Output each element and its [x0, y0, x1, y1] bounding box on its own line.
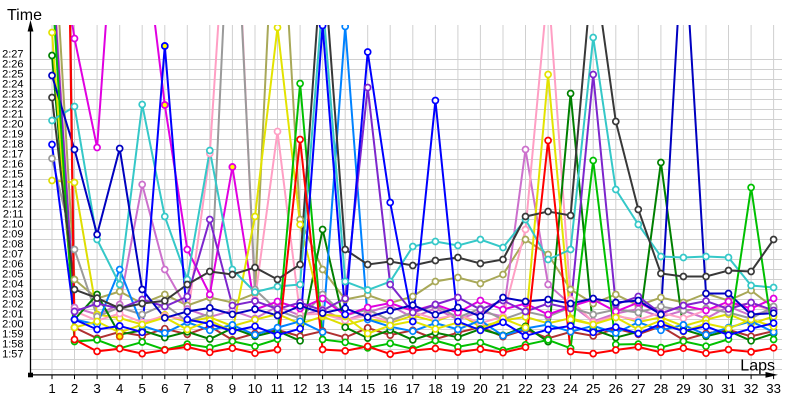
svg-text:33: 33: [766, 381, 781, 396]
svg-text:Time: Time: [7, 7, 42, 24]
svg-text:2:25: 2:25: [2, 69, 23, 81]
svg-text:7: 7: [184, 381, 191, 396]
svg-text:2:14: 2:14: [2, 179, 23, 191]
svg-text:4: 4: [116, 381, 123, 396]
svg-text:2:26: 2:26: [2, 59, 23, 71]
svg-text:2:04: 2:04: [2, 279, 23, 291]
svg-text:32: 32: [744, 381, 759, 396]
svg-text:2:16: 2:16: [2, 159, 23, 171]
svg-text:2:12: 2:12: [2, 199, 23, 211]
svg-text:2:27: 2:27: [2, 49, 23, 61]
svg-text:28: 28: [654, 381, 669, 396]
svg-text:2:05: 2:05: [2, 269, 23, 281]
svg-text:2:21: 2:21: [2, 109, 23, 121]
svg-text:2:09: 2:09: [2, 229, 23, 241]
svg-text:2:08: 2:08: [2, 239, 23, 251]
svg-text:18: 18: [428, 381, 443, 396]
svg-text:10: 10: [248, 381, 263, 396]
svg-text:15: 15: [360, 381, 375, 396]
svg-text:2:19: 2:19: [2, 129, 23, 141]
svg-text:9: 9: [229, 381, 236, 396]
svg-text:2:00: 2:00: [2, 319, 23, 331]
svg-text:25: 25: [586, 381, 601, 396]
svg-text:23: 23: [541, 381, 556, 396]
svg-text:2:03: 2:03: [2, 289, 23, 301]
svg-text:2:20: 2:20: [2, 119, 23, 131]
svg-text:12: 12: [293, 381, 308, 396]
svg-text:19: 19: [451, 381, 466, 396]
svg-text:5: 5: [139, 381, 146, 396]
svg-text:2:13: 2:13: [2, 189, 23, 201]
svg-text:14: 14: [338, 381, 353, 396]
svg-text:2:18: 2:18: [2, 139, 23, 151]
svg-text:2:10: 2:10: [2, 219, 23, 231]
svg-text:27: 27: [631, 381, 646, 396]
svg-text:1: 1: [48, 381, 55, 396]
svg-text:Laps: Laps: [740, 358, 775, 375]
svg-text:21: 21: [496, 381, 511, 396]
svg-text:2:24: 2:24: [2, 79, 23, 91]
svg-text:2:02: 2:02: [2, 299, 23, 311]
svg-text:2:06: 2:06: [2, 259, 23, 271]
svg-text:29: 29: [676, 381, 691, 396]
svg-text:20: 20: [473, 381, 488, 396]
svg-text:1:57: 1:57: [2, 349, 23, 361]
svg-text:26: 26: [608, 381, 623, 396]
svg-text:3: 3: [93, 381, 100, 396]
svg-text:17: 17: [405, 381, 420, 396]
svg-text:6: 6: [161, 381, 168, 396]
svg-text:2:17: 2:17: [2, 149, 23, 161]
svg-text:2:11: 2:11: [3, 209, 24, 221]
svg-text:31: 31: [721, 381, 736, 396]
svg-text:1:59: 1:59: [2, 329, 23, 341]
svg-text:22: 22: [518, 381, 533, 396]
svg-text:13: 13: [315, 381, 330, 396]
svg-text:2:22: 2:22: [2, 99, 23, 111]
svg-text:2:07: 2:07: [2, 249, 23, 261]
svg-text:30: 30: [699, 381, 714, 396]
svg-text:24: 24: [563, 381, 578, 396]
svg-text:2:15: 2:15: [2, 169, 23, 181]
svg-text:2:23: 2:23: [2, 89, 23, 101]
svg-text:2:01: 2:01: [2, 309, 23, 321]
svg-text:2: 2: [71, 381, 78, 396]
svg-text:11: 11: [271, 381, 285, 396]
svg-text:16: 16: [383, 381, 398, 396]
svg-text:1:58: 1:58: [2, 339, 23, 351]
svg-text:8: 8: [206, 381, 213, 396]
